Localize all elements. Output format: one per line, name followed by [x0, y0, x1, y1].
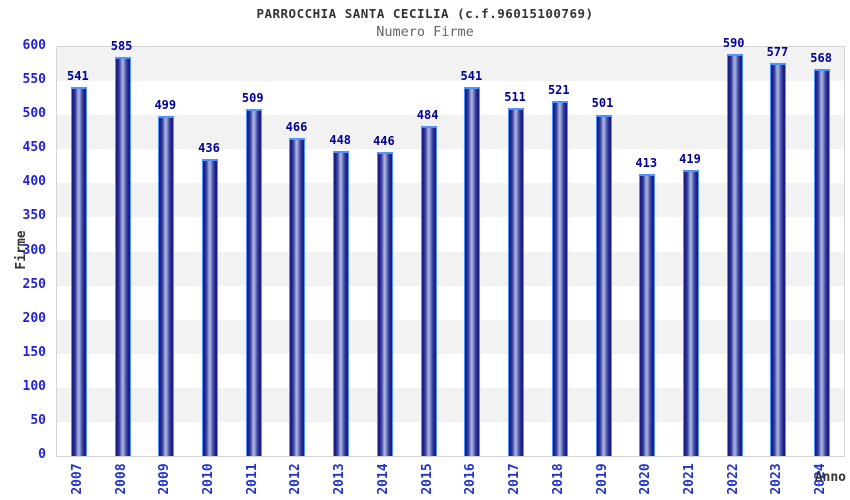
bar-value-label-2019: 501: [591, 96, 614, 111]
x-tick-2012: 2012: [288, 463, 304, 495]
grid-band: [57, 115, 844, 150]
x-tick-2017: 2017: [507, 463, 523, 495]
grid-band: [57, 319, 844, 354]
grid-band: [57, 421, 844, 456]
bar-value-label-2013: 448: [329, 132, 352, 147]
x-tick-2018: 2018: [550, 463, 566, 495]
bar-2016: [464, 87, 481, 456]
grid-band: [57, 47, 844, 82]
bar-value-label-2017: 511: [504, 89, 526, 104]
bar-value-label-2018: 521: [547, 82, 570, 97]
bar-2012: [289, 138, 306, 456]
y-tick-550: 550: [22, 72, 46, 88]
grid-band: [57, 183, 844, 218]
bar-2015: [420, 126, 437, 456]
bar-2024: [814, 68, 831, 456]
bar-2007: [70, 87, 87, 456]
grid-band: [57, 149, 844, 184]
y-tick-600: 600: [22, 38, 46, 53]
x-tick-2010: 2010: [201, 463, 217, 495]
bar-value-label-2009: 499: [154, 97, 177, 112]
y-tick-300: 300: [22, 242, 46, 258]
bar-value-label-2021: 419: [679, 152, 701, 167]
grid-band: [57, 387, 844, 422]
bar-value-label-2007: 541: [67, 69, 89, 84]
bar-value-label-2022: 590: [722, 35, 745, 50]
x-tick-2022: 2022: [725, 463, 741, 495]
bar-value-label-2008: 585: [110, 39, 133, 54]
bar-value-label-2014: 446: [373, 133, 395, 148]
x-tick-2009: 2009: [157, 463, 173, 495]
bar-2010: [202, 158, 219, 456]
grid-band: [57, 353, 844, 388]
x-tick-2023: 2023: [769, 463, 785, 495]
x-tick-2015: 2015: [419, 463, 435, 495]
y-tick-150: 150: [22, 344, 46, 360]
y-tick-0: 0: [38, 447, 46, 462]
bar-value-label-2023: 577: [766, 44, 789, 59]
grid-band: [57, 285, 844, 320]
bar-value-label-2012: 466: [285, 120, 308, 135]
bar-2008: [114, 57, 131, 456]
bar-2014: [376, 151, 393, 456]
bar-2018: [551, 100, 568, 456]
bar-value-label-2020: 413: [635, 156, 658, 171]
x-tick-2021: 2021: [681, 463, 697, 495]
bar-value-label-2010: 436: [198, 140, 220, 155]
x-tick-2013: 2013: [332, 463, 348, 495]
bar-2019: [595, 114, 612, 456]
bar-value-label-2011: 509: [241, 91, 264, 106]
y-tick-250: 250: [22, 276, 46, 292]
x-tick-2020: 2020: [638, 463, 654, 495]
y-tick-500: 500: [22, 106, 46, 122]
chart-subtitle: Numero Firme: [376, 24, 474, 40]
x-tick-2011: 2011: [244, 463, 260, 495]
bar-2023: [770, 62, 787, 456]
x-tick-2007: 2007: [69, 463, 85, 495]
y-tick-450: 450: [22, 140, 46, 156]
bar-2021: [682, 170, 699, 456]
y-tick-400: 400: [22, 174, 46, 190]
grid-band: [57, 251, 844, 286]
bar-2011: [245, 109, 262, 456]
bar-value-label-2024: 568: [810, 50, 832, 65]
bar-2022: [726, 53, 743, 456]
y-tick-200: 200: [22, 310, 46, 326]
grid-band: [57, 81, 844, 116]
y-tick-50: 50: [30, 412, 46, 428]
x-tick-2016: 2016: [463, 463, 479, 495]
grid-band: [57, 217, 844, 252]
bar-2013: [333, 150, 350, 456]
bar-value-label-2016: 541: [460, 69, 483, 84]
bar-2017: [508, 107, 525, 456]
y-tick-100: 100: [22, 378, 46, 394]
bar-value-label-2015: 484: [416, 108, 439, 123]
x-tick-2014: 2014: [375, 463, 391, 495]
bar-2009: [158, 115, 175, 456]
plot-area: [56, 46, 845, 457]
x-tick-2008: 2008: [113, 463, 129, 495]
chart-title: PARROCCHIA SANTA CECILIA (c.f.9601510076…: [256, 6, 594, 21]
y-tick-350: 350: [22, 208, 46, 224]
x-axis-title: Anno: [814, 470, 846, 485]
bar-2020: [639, 174, 656, 456]
x-tick-2019: 2019: [594, 463, 610, 495]
